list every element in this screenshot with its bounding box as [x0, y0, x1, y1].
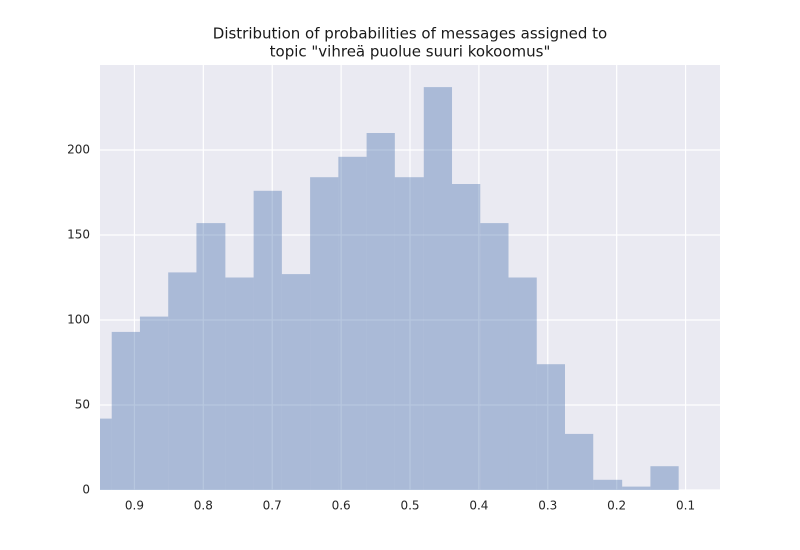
bar — [139, 316, 169, 490]
x-tick-label: 0.1 — [676, 499, 695, 513]
y-tick-label: 100 — [67, 313, 90, 327]
x-tick-label: 0.9 — [125, 499, 144, 513]
x-tick-label: 0.8 — [194, 499, 213, 513]
bar — [622, 486, 651, 490]
x-tick-label: 0.7 — [263, 499, 282, 513]
bar — [168, 272, 197, 490]
y-tick-label: 150 — [67, 228, 90, 242]
bar — [253, 190, 282, 490]
bar — [111, 331, 140, 490]
bar — [593, 479, 623, 490]
bar — [394, 177, 424, 490]
bar — [196, 223, 226, 490]
bar — [508, 277, 537, 490]
y-tick-label: 200 — [67, 143, 90, 157]
chart-title: Distribution of probabilities of message… — [213, 25, 607, 43]
bar — [225, 277, 254, 490]
bar — [650, 466, 679, 490]
x-tick-label: 0.3 — [538, 499, 557, 513]
bar — [536, 364, 565, 490]
x-tick-label: 0.2 — [607, 499, 626, 513]
chart-title: topic "vihreä puolue suuri kokoomus" — [270, 43, 551, 61]
bar — [366, 133, 395, 490]
bar — [480, 223, 509, 490]
x-tick-label: 0.6 — [332, 499, 351, 513]
bar — [565, 433, 594, 490]
bar — [310, 177, 339, 490]
bar — [281, 274, 311, 490]
grid — [100, 65, 720, 491]
y-tick-label: 50 — [75, 398, 90, 412]
bar — [100, 418, 112, 490]
bar — [423, 87, 453, 490]
x-tick-label: 0.5 — [400, 499, 419, 513]
tick-labels: 0 50 100 150 200 0.9 0.8 0.7 0.6 0.5 0.4 0.3 0.2 0.1 — [67, 143, 695, 513]
bar — [452, 184, 481, 490]
y-tick-label: 0 — [82, 483, 90, 497]
bar — [338, 156, 367, 490]
x-tick-label: 0.4 — [469, 499, 488, 513]
bars — [100, 87, 679, 490]
